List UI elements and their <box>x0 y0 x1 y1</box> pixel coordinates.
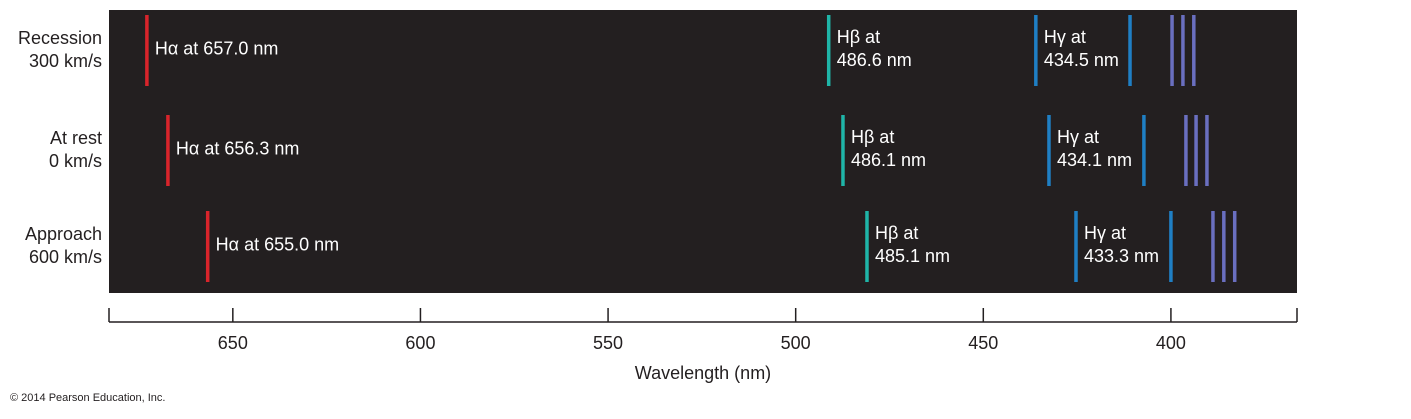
line-label: 434.1 nm <box>1057 150 1132 170</box>
row-label: 300 km/s <box>29 51 102 71</box>
line-label: 485.1 nm <box>875 246 950 266</box>
x-tick-label: 500 <box>781 333 811 353</box>
line-label: Hα at 656.3 nm <box>176 138 299 158</box>
row-label: At rest <box>50 128 102 148</box>
line-label: Hγ at <box>1044 27 1086 47</box>
line-label: 433.3 nm <box>1084 246 1159 266</box>
row-label: 0 km/s <box>49 151 102 171</box>
x-tick-label: 650 <box>218 333 248 353</box>
line-label: Hβ at <box>875 223 918 243</box>
row-label: 600 km/s <box>29 247 102 267</box>
line-label: Hγ at <box>1084 223 1126 243</box>
line-label: 434.5 nm <box>1044 50 1119 70</box>
line-label: Hγ at <box>1057 127 1099 147</box>
line-label: Hβ at <box>851 127 894 147</box>
x-tick-label: 450 <box>968 333 998 353</box>
line-label: Hβ at <box>837 27 880 47</box>
line-label: 486.6 nm <box>837 50 912 70</box>
x-tick-label: 550 <box>593 333 623 353</box>
line-label: 486.1 nm <box>851 150 926 170</box>
row-label: Approach <box>25 224 102 244</box>
credit: © 2014 Pearson Education, Inc. <box>10 392 165 404</box>
line-label: Hα at 655.0 nm <box>216 234 339 254</box>
row-label: Recession <box>18 28 102 48</box>
x-tick-label: 600 <box>405 333 435 353</box>
x-axis-label: Wavelength (nm) <box>635 363 771 383</box>
x-tick-label: 400 <box>1156 333 1186 353</box>
spectrum-panel <box>109 10 1297 293</box>
line-label: Hα at 657.0 nm <box>155 38 278 58</box>
